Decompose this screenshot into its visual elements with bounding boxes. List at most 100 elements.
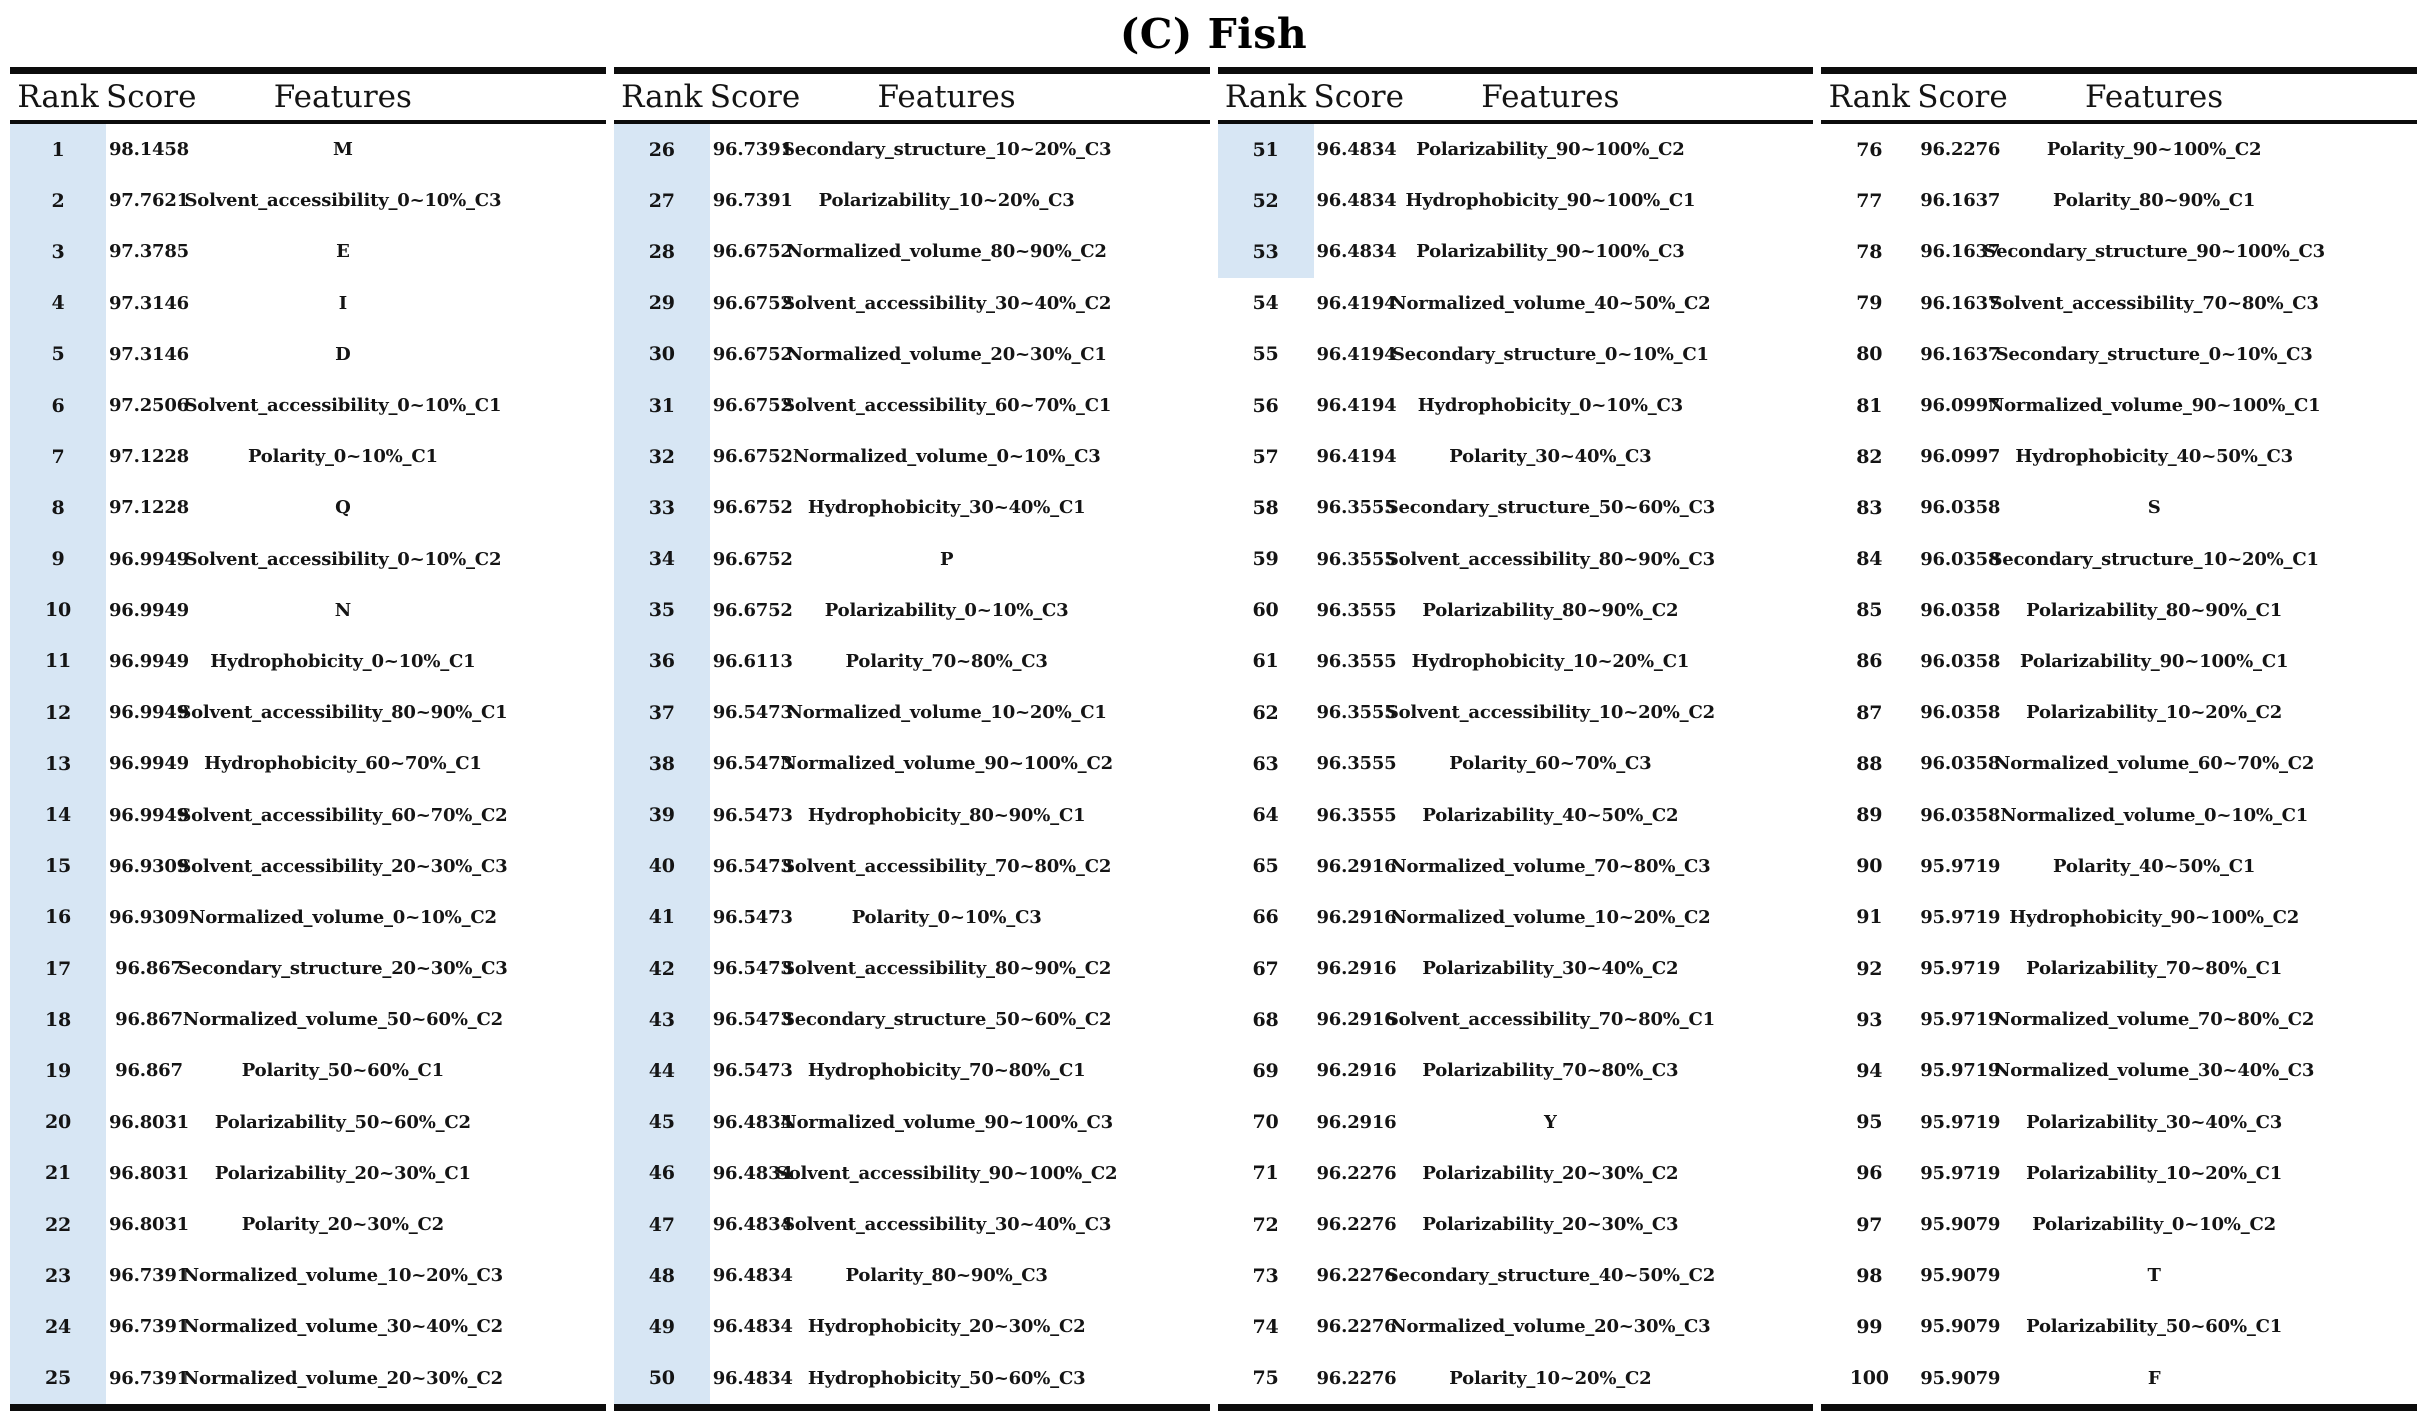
- table-row: 49 96.4834 Hydrophobicity_20~30%_C2: [613, 1301, 1210, 1353]
- rank-cell: 36: [613, 635, 710, 688]
- score-cell: 96.0997: [1920, 395, 2001, 417]
- score-cell: 95.9719: [1920, 1060, 2001, 1082]
- rank-cell: 26: [613, 124, 710, 176]
- rank-cell: 41: [613, 891, 710, 943]
- feature-cell: Normalized_volume_70~80%_C2: [1994, 1009, 2315, 1031]
- table-row: 52 96.4834 Hydrophobicity_90~100%_C1: [1217, 175, 1814, 227]
- feature-cell: Hydrophobicity_40~50%_C3: [2015, 446, 2293, 468]
- score-cell: 96.4194: [1316, 292, 1397, 314]
- feature-cell: Normalized_volume_80~90%_C2: [786, 241, 1107, 263]
- table-row: 25 96.7391 Normalized_volume_20~30%_C2: [10, 1352, 606, 1404]
- column-header-features: Features: [2085, 79, 2224, 115]
- table-header-row: Rank Score Features: [1217, 74, 1814, 124]
- rank-cell: 60: [1252, 599, 1279, 622]
- feature-cell: Secondary_structure_10~20%_C3: [781, 139, 1112, 161]
- table-row: 60 96.3555 Polarizability_80~90%_C2: [1218, 585, 1814, 636]
- score-cell: 95.9719: [1920, 958, 2001, 980]
- table-row: 69 96.2916 Polarizability_70~80%_C3: [1218, 1045, 1814, 1096]
- column-header-score: Score: [1917, 79, 2008, 115]
- rank-cell: 47: [613, 1198, 710, 1251]
- rank-cell: 98: [1856, 1264, 1883, 1287]
- table-row: 78 96.1637 Secondary_structure_90~100%_C3: [1821, 226, 2417, 277]
- table-row: 24 96.7391 Normalized_volume_30~40%_C2: [10, 1301, 606, 1353]
- table-row: 58 96.3555 Secondary_structure_50~60%_C3: [1218, 482, 1814, 533]
- feature-cell: Polarizability_20~30%_C1: [214, 1162, 471, 1184]
- rank-cell: 8: [10, 482, 106, 534]
- rank-cell: 21: [10, 1147, 106, 1199]
- score-cell: 96.4834: [1316, 241, 1397, 263]
- score-cell: 96.3555: [1316, 548, 1397, 570]
- rank-cell: 66: [1252, 906, 1279, 929]
- rank-table-group-4: Rank Score Features 76 96.2276 Polarity_90…: [1821, 67, 2417, 1411]
- feature-cell: Hydrophobicity_10~20%_C1: [1411, 650, 1690, 672]
- feature-cell: Polarizability_50~60%_C1: [2026, 1316, 2283, 1338]
- table-row: 38 96.5473 Normalized_volume_90~100%_C2: [613, 738, 1210, 790]
- table-row: 12 96.9949 Solvent_accessibility_80~90%_C1: [10, 687, 606, 739]
- table-row: 43 96.5473 Secondary_structure_50~60%_C2: [613, 994, 1210, 1046]
- rank-cell: 55: [1252, 343, 1279, 366]
- rank-table-group-2: Rank Score Features 26 96.7391 Secondary_s…: [613, 67, 1210, 1411]
- table-row: 98 95.9079 T: [1821, 1250, 2417, 1301]
- rank-table-group-3: Rank Score Features 51 96.4834 Polarizabil…: [1217, 67, 1814, 1411]
- score-cell: 96.867: [115, 1060, 183, 1082]
- score-cell: 96.9949: [108, 804, 189, 826]
- rank-cell: 64: [1252, 804, 1279, 827]
- page-title: (C) Fish: [1119, 10, 1308, 58]
- feature-cell: Polarity_90~100%_C2: [2046, 139, 2262, 161]
- rank-cell: 89: [1856, 804, 1883, 827]
- feature-cell: F: [2147, 1367, 2161, 1389]
- table-row: 37 96.5473 Normalized_volume_10~20%_C1: [613, 687, 1210, 739]
- score-cell: 96.2276: [1316, 1214, 1397, 1236]
- feature-cell: Polarity_50~60%_C1: [241, 1060, 444, 1082]
- score-cell: 96.9309: [108, 906, 189, 928]
- score-cell: 96.0358: [1920, 804, 2001, 826]
- table-row: 65 96.2916 Normalized_volume_70~80%_C3: [1218, 841, 1814, 892]
- table-row: 96 95.9719 Polarizability_10~20%_C1: [1821, 1148, 2417, 1199]
- rank-cell: 50: [613, 1352, 710, 1404]
- rank-cell: 43: [613, 994, 710, 1046]
- feature-cell: Solvent_accessibility_0~10%_C1: [184, 395, 502, 417]
- score-cell: 96.7391: [712, 139, 793, 161]
- feature-cell: Polarity_80~90%_C3: [845, 1265, 1048, 1287]
- rank-cell: 73: [1252, 1264, 1279, 1287]
- rank-cell: 24: [10, 1301, 106, 1353]
- rank-cell: 56: [1252, 394, 1279, 417]
- score-cell: 95.9079: [1920, 1265, 2001, 1287]
- feature-cell: Polarizability_20~30%_C3: [1422, 1214, 1679, 1236]
- rank-cell: 4: [10, 277, 106, 329]
- rank-cell: 87: [1856, 701, 1883, 724]
- score-cell: 95.9719: [1920, 1009, 2001, 1031]
- rank-cell: 30: [613, 328, 710, 380]
- feature-cell: Polarizability_80~90%_C1: [2026, 599, 2283, 621]
- rank-cell: 63: [1252, 752, 1279, 775]
- rank-cell: 97: [1856, 1213, 1883, 1236]
- table-row: 66 96.2916 Normalized_volume_10~20%_C2: [1218, 892, 1814, 943]
- table-row: 31 96.6752 Solvent_accessibility_60~70%_C1: [613, 379, 1210, 432]
- score-cell: 98.1458: [108, 139, 189, 161]
- table-row: 11 96.9949 Hydrophobicity_0~10%_C1: [10, 635, 606, 688]
- table-row: 22 96.8031 Polarity_20~30%_C2: [10, 1198, 606, 1251]
- score-cell: 96.2916: [1316, 1060, 1397, 1082]
- score-cell: 96.9949: [108, 599, 189, 621]
- table-row: 27 96.7391 Polarizability_10~20%_C3: [613, 175, 1210, 227]
- feature-cell: Secondary_structure_90~100%_C3: [1983, 241, 2325, 263]
- rank-cell: 54: [1252, 292, 1279, 315]
- table-row: 30 96.6752 Normalized_volume_20~30%_C1: [613, 328, 1210, 380]
- score-cell: 95.9079: [1920, 1214, 2001, 1236]
- score-cell: 95.9719: [1920, 906, 2001, 928]
- feature-cell: Normalized_volume_10~20%_C3: [182, 1265, 503, 1287]
- feature-cell: Hydrophobicity_90~100%_C1: [1405, 190, 1696, 212]
- feature-cell: Secondary_structure_0~10%_C1: [1391, 343, 1709, 365]
- table-row: 26 96.7391 Secondary_structure_10~20%_C3: [613, 124, 1210, 176]
- feature-cell: Normalized_volume_30~40%_C2: [182, 1316, 503, 1338]
- rank-cell: 51: [1217, 124, 1314, 176]
- table-header-row: Rank Score Features: [10, 74, 606, 124]
- score-cell: 96.5473: [712, 906, 793, 928]
- table-row: 1 98.1458 M: [10, 124, 606, 176]
- feature-cell: Polarizability_90~100%_C2: [1416, 139, 1685, 161]
- score-cell: 96.2276: [1316, 1162, 1397, 1184]
- rank-cell: 27: [613, 175, 710, 227]
- score-cell: 96.0358: [1920, 702, 2001, 724]
- feature-cell: Polarity_0~10%_C3: [851, 906, 1042, 928]
- score-cell: 96.7391: [108, 1316, 189, 1338]
